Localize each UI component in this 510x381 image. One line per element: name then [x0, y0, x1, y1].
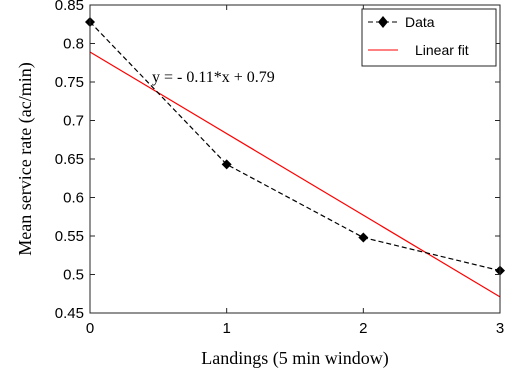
y-tick-label: 0.8 [63, 36, 84, 53]
plot-area [85, 16, 505, 298]
x-tick-label: 3 [496, 320, 504, 337]
y-tick-label: 0.6 [63, 190, 84, 207]
x-axis-title: Landings (5 min window) [201, 348, 388, 369]
legend-entry-linear-fit: Linear fit [368, 42, 469, 58]
legend-label-data: Data [405, 14, 435, 30]
y-tick-label: 0.5 [63, 267, 84, 284]
legend-data-marker [378, 16, 388, 28]
legend-entry-data: Data [368, 14, 435, 30]
data-series-line [89, 21, 501, 272]
x-tick-label: 2 [359, 320, 367, 337]
y-tick-label: 0.85 [55, 0, 84, 14]
data-point-marker [358, 232, 369, 243]
x-tick-label: 0 [86, 320, 94, 337]
y-tick-label: 0.75 [55, 74, 84, 91]
y-axis-title: Mean service rate (ac/min) [15, 62, 36, 255]
x-tick-label: 1 [222, 320, 230, 337]
fit-equation-annotation: y = - 0.11*x + 0.79 [152, 69, 275, 86]
y-tick-label: 0.65 [55, 151, 84, 168]
axis-ticks: 0 1 2 3 0.45 0.5 0.55 0.6 0.65 0.7 0.75 0.8 0.85 [55, 0, 504, 337]
y-tick-label: 0.7 [63, 113, 84, 130]
legend-label-linear-fit: Linear fit [415, 42, 469, 58]
y-tick-label: 0.55 [55, 228, 84, 245]
linear-fit-line [89, 51, 501, 298]
legend: Data Linear fit [361, 8, 497, 67]
data-point-marker [221, 159, 232, 170]
y-tick-label: 0.45 [55, 305, 84, 322]
